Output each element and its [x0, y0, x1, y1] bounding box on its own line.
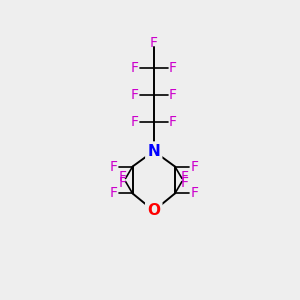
Text: F: F: [181, 176, 189, 190]
Text: F: F: [190, 160, 198, 173]
Text: O: O: [147, 203, 160, 218]
Text: F: F: [169, 88, 177, 102]
Text: F: F: [109, 187, 117, 200]
Text: F: F: [119, 176, 127, 190]
Text: F: F: [181, 170, 189, 184]
Text: F: F: [130, 61, 139, 75]
Text: F: F: [190, 187, 198, 200]
Text: F: F: [119, 170, 127, 184]
Text: F: F: [130, 88, 139, 102]
Text: F: F: [109, 160, 117, 173]
Text: F: F: [169, 61, 177, 75]
Text: F: F: [169, 115, 177, 129]
Text: F: F: [130, 115, 139, 129]
Text: F: F: [150, 35, 158, 50]
Text: N: N: [147, 144, 160, 159]
